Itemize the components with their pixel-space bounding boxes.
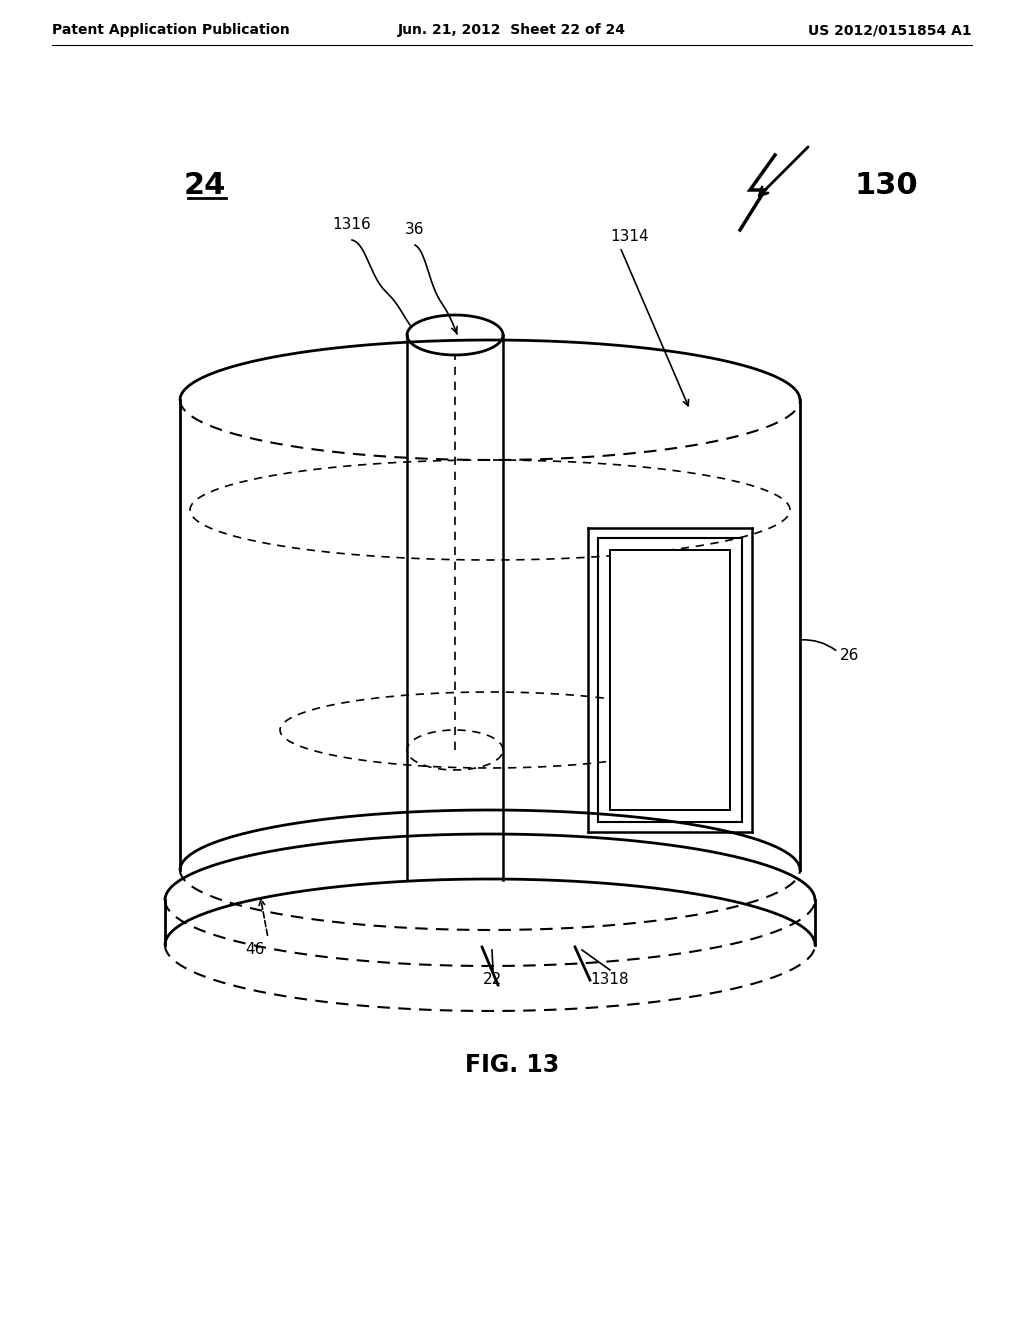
Text: 46: 46 [246, 942, 264, 957]
Text: FIG. 13: FIG. 13 [465, 1053, 559, 1077]
Text: Patent Application Publication: Patent Application Publication [52, 22, 290, 37]
Text: Jun. 21, 2012  Sheet 22 of 24: Jun. 21, 2012 Sheet 22 of 24 [398, 22, 626, 37]
Text: US 2012/0151854 A1: US 2012/0151854 A1 [808, 22, 972, 37]
Text: 1318: 1318 [591, 973, 630, 987]
Text: 22: 22 [483, 973, 503, 987]
Text: 1316: 1316 [333, 216, 372, 232]
Text: 130: 130 [855, 170, 919, 199]
Polygon shape [610, 550, 730, 810]
Text: 1314: 1314 [610, 228, 648, 244]
Text: 24: 24 [184, 170, 226, 199]
Text: 26: 26 [840, 648, 859, 663]
Text: 36: 36 [406, 222, 425, 238]
